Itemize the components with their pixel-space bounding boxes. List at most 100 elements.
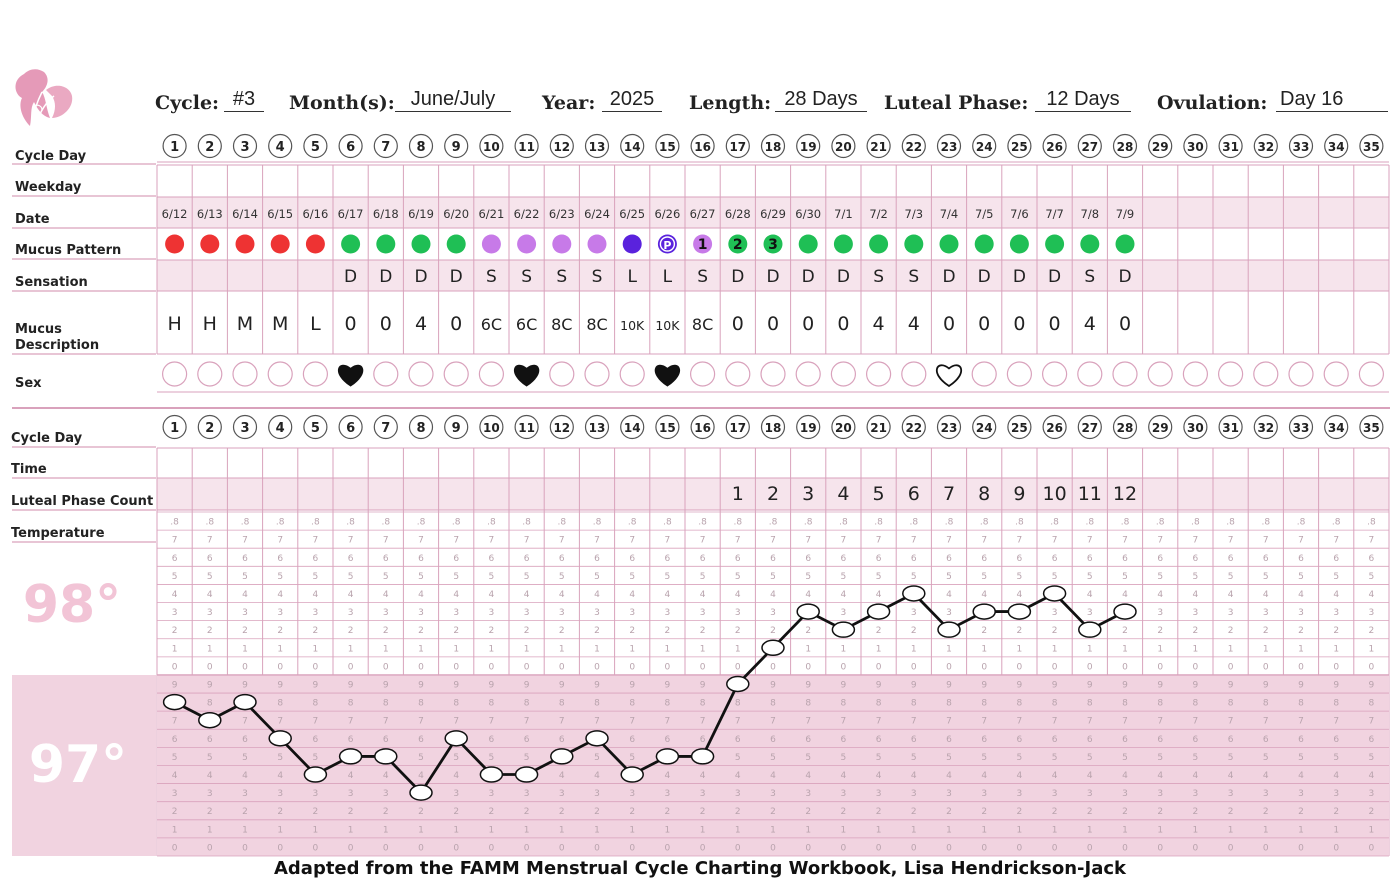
temperature-point [902, 585, 926, 602]
cycle-day-top-circle [303, 133, 328, 159]
temp-grid-digit: 1 [1087, 644, 1093, 654]
temp-grid-digit: 9 [1157, 681, 1163, 691]
sex-circle [408, 361, 434, 387]
cycle-day-bottom-number: 4 [276, 421, 285, 436]
temp-grid-digit: 2 [277, 807, 283, 817]
temp-grid-digit: 6 [524, 554, 530, 564]
temp-grid-digit: 0 [489, 662, 495, 672]
temp-grid-digit: 5 [207, 753, 213, 763]
cycle-day-top-circle [162, 133, 187, 159]
temp-grid-digit: 2 [1298, 807, 1304, 817]
temp-grid-digit: 4 [453, 771, 459, 781]
mucus-pattern-label: P [663, 239, 671, 252]
temp-grid-digit: 4 [489, 590, 495, 600]
temp-grid-digit: 3 [946, 608, 952, 618]
date-cell: 6/18 [373, 207, 399, 221]
sensation-cell: D [802, 267, 815, 287]
temp-grid-digit: 3 [1228, 789, 1234, 799]
cycle-day-bottom-circle [796, 414, 821, 440]
temp-grid-digit: 5 [383, 572, 389, 582]
mucus-description-cell: 0 [450, 313, 462, 335]
temp-grid-digit: 0 [981, 662, 987, 672]
temp-grid-digit: 5 [242, 572, 248, 582]
temp-grid-digit: 2 [876, 807, 882, 817]
cycle-day-top-number: 15 [659, 140, 676, 154]
date-cell: 6/12 [162, 207, 188, 221]
temp-grid-digit: 2 [594, 626, 600, 636]
temp-grid-digit: 3 [453, 789, 459, 799]
temp-grid-digit: 5 [172, 753, 178, 763]
temp-grid-digit: 1 [383, 825, 389, 835]
temp-grid-digit: 6 [1369, 735, 1375, 745]
temp-grid-digit: .8 [382, 518, 391, 528]
temp-grid-digit: 0 [735, 662, 741, 672]
temp-grid-digit: 0 [1333, 843, 1339, 853]
luteal-label: Luteal Phase: [884, 92, 1029, 114]
cycle-day-bottom-circle [268, 414, 293, 440]
temp-grid-digit: 4 [946, 590, 952, 600]
luteal-count-cell: 8 [978, 483, 990, 505]
temp-grid-digit: 5 [805, 572, 811, 582]
temp-grid-digit: 6 [946, 735, 952, 745]
cycle-day-top-circle [1218, 133, 1243, 159]
cycle-day-top-number: 26 [1046, 140, 1063, 154]
cycle-day-bottom-number: 17 [729, 421, 746, 435]
temp-grid-digit: 1 [1122, 825, 1128, 835]
temp-grid-digit: 4 [207, 590, 213, 600]
temperature-point [479, 766, 504, 783]
temp-grid-digit: 7 [1122, 717, 1128, 727]
temp-grid-digit: 6 [1193, 554, 1199, 564]
temp-grid-digit: 6 [629, 735, 635, 745]
temp-grid-digit: 8 [1263, 699, 1269, 709]
temp-grid-digit: 6 [1157, 735, 1163, 745]
mucus-description-cell: 6C [481, 315, 502, 334]
temp-grid-digit: 9 [1122, 681, 1128, 691]
temp-grid-digit: .8 [663, 518, 672, 528]
temp-grid-digit: 3 [489, 608, 495, 618]
temp-grid-digit: 4 [876, 590, 882, 600]
temp-grid-digit: 1 [1263, 825, 1269, 835]
temp-grid-digit: 8 [841, 699, 847, 709]
sex-circle [197, 361, 223, 387]
temperature-point [268, 730, 292, 747]
temp-grid-digit: 4 [1157, 771, 1163, 781]
temp-grid-digit: 4 [1263, 590, 1269, 600]
temp-grid-digit: 0 [665, 843, 671, 853]
temp-grid-digit: 2 [207, 807, 213, 817]
temp-grid-digit: 6 [313, 735, 319, 745]
temp-grid-digit: 0 [489, 843, 495, 853]
date-cell: 7/6 [1010, 207, 1029, 221]
temp-grid-digit: .8 [698, 518, 707, 528]
temp-grid-digit: 3 [805, 789, 811, 799]
cycle-day-bottom-number: 28 [1117, 421, 1134, 435]
cycle-day-bottom-number: 16 [694, 421, 711, 435]
temp-grid-digit: 6 [1369, 554, 1375, 564]
temp-grid-digit: 3 [1333, 608, 1339, 618]
peak-ring [659, 236, 676, 252]
temp-grid-digit: 8 [735, 699, 741, 709]
temp-grid-digit: 8 [313, 699, 319, 709]
temp-grid-digit: 7 [911, 717, 917, 727]
mucus-description-cell: 0 [767, 313, 779, 335]
temp-grid-digit: 0 [383, 843, 389, 853]
temp-grid-digit: 2 [911, 626, 917, 636]
temp-grid-digit: 8 [1087, 699, 1093, 709]
temp-grid-digit: 6 [841, 735, 847, 745]
temp-grid-digit: 8 [629, 699, 635, 709]
temp-grid-digit: 8 [418, 699, 424, 709]
temp-grid-digit: 5 [665, 572, 671, 582]
temp-grid-digit: 3 [1263, 608, 1269, 618]
temp-grid-digit: 5 [277, 572, 283, 582]
temp-grid-digit: 1 [1228, 644, 1234, 654]
temp-grid-digit: 9 [594, 681, 600, 691]
temp-grid-digit: 5 [1333, 572, 1339, 582]
cycle-day-top-number: 7 [381, 140, 390, 155]
temp-grid-digit: 2 [1193, 807, 1199, 817]
temp-grid-digit: 6 [876, 554, 882, 564]
sex-circle [795, 361, 821, 387]
temp-grid-digit: .8 [487, 518, 496, 528]
cycle-day-bottom-circle [1359, 414, 1384, 440]
temp-grid-digit: 1 [665, 825, 671, 835]
temp-grid-digit: 2 [489, 626, 495, 636]
temp-grid-digit: 4 [594, 590, 600, 600]
